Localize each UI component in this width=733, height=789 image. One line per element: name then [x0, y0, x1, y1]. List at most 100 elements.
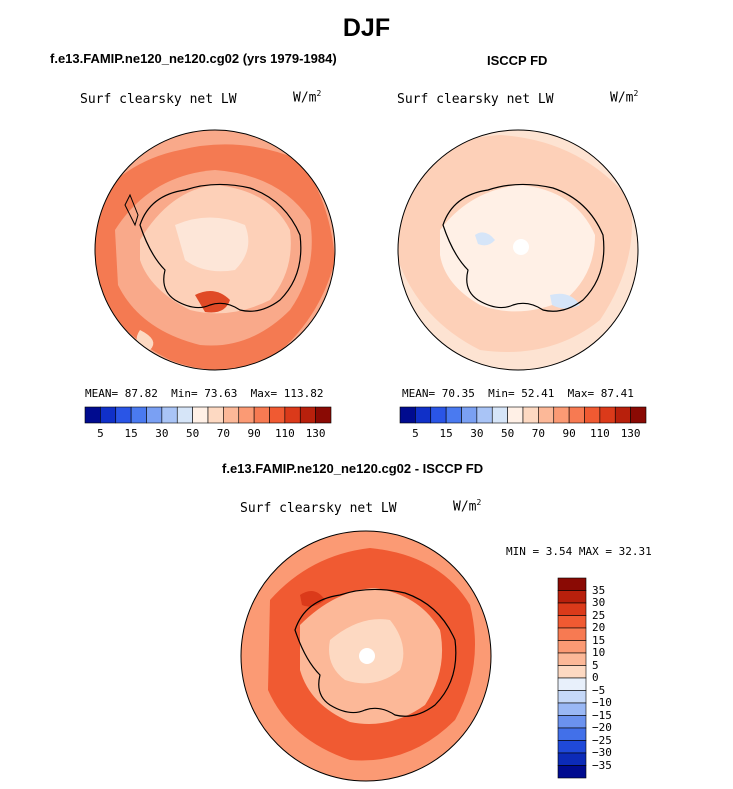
diff-colorbar-tick-label: 25	[592, 608, 606, 622]
left-colorbar-swatch	[130, 406, 147, 424]
right-colorbar-swatch	[568, 406, 585, 424]
left-colorbar-tick-label: 30	[155, 427, 169, 440]
diff-min-label: MIN =	[506, 545, 540, 558]
left-colorbar-swatch	[299, 406, 316, 424]
right-colorbar-swatch	[522, 406, 539, 424]
right-panel-subtitle: ISCCP FD	[487, 53, 548, 68]
diff-colorbar-swatch	[557, 727, 587, 741]
right-colorbar-tick-label: 130	[620, 427, 641, 440]
right-colorbar-swatch	[584, 406, 601, 424]
diff-colorbar-tick-label: 0	[592, 671, 599, 684]
figure-title: DJF	[342, 14, 391, 42]
right-colorbar-tick-label: 50	[501, 427, 515, 440]
left-colorbar-tick-label: 50	[186, 427, 200, 440]
right-stats: MEAN= 70.35 Min= 52.41 Max= 87.41	[402, 387, 634, 400]
left-colorbar-swatch	[207, 406, 224, 424]
diff-colorbar-swatch	[557, 615, 587, 629]
right-colorbar-tick-label: 5	[412, 427, 419, 440]
diff-units-base: W/m	[453, 499, 477, 515]
diff-colorbar-tick-label: −35	[592, 758, 612, 772]
diff-colorbar-tick-label: 35	[592, 583, 606, 597]
right-colorbar-swatch	[491, 406, 508, 424]
diff-colorbar-swatch	[557, 640, 587, 654]
right-max-value: 87.41	[600, 387, 634, 400]
right-mean-label: MEAN=	[402, 387, 436, 400]
diff-colorbar-tick-label: −5	[592, 683, 606, 697]
diff-max-value: 32.31	[618, 545, 652, 558]
diff-colorbar	[557, 577, 587, 779]
left-max-label: Max=	[250, 387, 278, 400]
left-colorbar-swatch	[253, 406, 270, 424]
left-colorbar-swatch	[176, 406, 193, 424]
diff-colorbar-tick-label: 5	[592, 658, 599, 672]
right-colorbar-swatch	[538, 406, 555, 424]
left-colorbar-swatch	[146, 406, 163, 424]
left-mean-label: MEAN=	[85, 387, 119, 400]
diff-min-value: 3.54	[545, 545, 573, 558]
left-min-value: 73.63	[204, 387, 238, 400]
diff-colorbar-swatch	[557, 577, 587, 591]
left-colorbar-tick-label: 110	[274, 427, 295, 440]
diff-colorbar-swatch	[557, 765, 587, 779]
left-colorbar-swatch	[284, 406, 301, 424]
right-colorbar-swatch	[399, 406, 416, 424]
left-min-label: Min=	[171, 387, 198, 400]
diff-colorbar-tick-label: 15	[592, 633, 606, 647]
right-colorbar-swatch	[614, 406, 631, 424]
left-colorbar-tick-label: 70	[216, 427, 230, 440]
right-colorbar-swatch	[445, 406, 462, 424]
diff-colorbar-tick-label: 20	[592, 621, 606, 634]
left-colorbar-tick-label: 90	[247, 427, 261, 440]
diff-stats: MIN = 3.54 MAX = 32.31	[506, 545, 652, 558]
right-colorbar-tick-label: 110	[589, 427, 610, 440]
left-colorbar-labels: 5 15 30 50 70 90 110 130	[85, 427, 331, 441]
left-units-label: W/m2	[293, 89, 321, 105]
diff-colorbar-swatch	[557, 740, 587, 754]
left-max-value: 113.82	[283, 387, 324, 400]
left-colorbar-swatch	[115, 406, 132, 424]
right-colorbar-swatch	[415, 406, 432, 424]
right-units-base: W/m	[610, 90, 634, 106]
left-units-base: W/m	[293, 90, 317, 106]
diff-colorbar-swatch	[557, 677, 587, 691]
diff-colorbar-labels: 35 30 25 20 15 10 5 0 −5 −10 −15 −20 −25 −30 −35	[592, 578, 632, 778]
right-colorbar-swatch	[430, 406, 447, 424]
right-mean-value: 70.35	[441, 387, 475, 400]
diff-colorbar-tick-label: −25	[592, 733, 612, 747]
diff-colorbar-swatch	[557, 602, 587, 616]
diff-variable-label: Surf clearsky net LW	[240, 501, 397, 516]
diff-colorbar-tick-label: −10	[592, 696, 612, 709]
diff-colorbar-swatch	[557, 627, 587, 641]
left-colorbar	[84, 406, 332, 424]
diff-polar-map	[241, 531, 491, 781]
diff-colorbar-swatch	[557, 702, 587, 716]
diff-colorbar-tick-label: 10	[592, 646, 606, 659]
diff-units-exponent: 2	[476, 498, 482, 507]
right-colorbar-swatch	[553, 406, 570, 424]
right-colorbar-tick-label: 90	[562, 427, 576, 440]
right-colorbar	[399, 406, 647, 424]
diff-colorbar-tick-label: 30	[592, 596, 606, 609]
right-units-exponent: 2	[633, 89, 639, 98]
right-colorbar-tick-label: 70	[531, 427, 545, 440]
left-colorbar-swatch	[161, 406, 178, 424]
right-polar-map	[398, 130, 638, 370]
left-colorbar-swatch	[100, 406, 117, 424]
right-variable-label: Surf clearsky net LW	[397, 92, 554, 107]
left-colorbar-swatch	[269, 406, 286, 424]
right-min-value: 52.41	[521, 387, 555, 400]
left-stats: MEAN= 87.82 Min= 73.63 Max= 113.82	[85, 387, 324, 400]
left-units-exponent: 2	[316, 89, 322, 98]
left-colorbar-swatch	[238, 406, 255, 424]
diff-colorbar-swatch	[557, 690, 587, 704]
right-colorbar-tick-label: 15	[439, 427, 453, 440]
right-colorbar-swatch	[476, 406, 493, 424]
diff-colorbar-swatch	[557, 715, 587, 729]
diff-colorbar-tick-label: −20	[592, 721, 612, 734]
diff-colorbar-swatch	[557, 752, 587, 766]
right-colorbar-swatch	[461, 406, 478, 424]
left-colorbar-swatch	[223, 406, 240, 424]
diff-colorbar-swatch	[557, 590, 587, 604]
left-colorbar-swatch	[84, 406, 101, 424]
